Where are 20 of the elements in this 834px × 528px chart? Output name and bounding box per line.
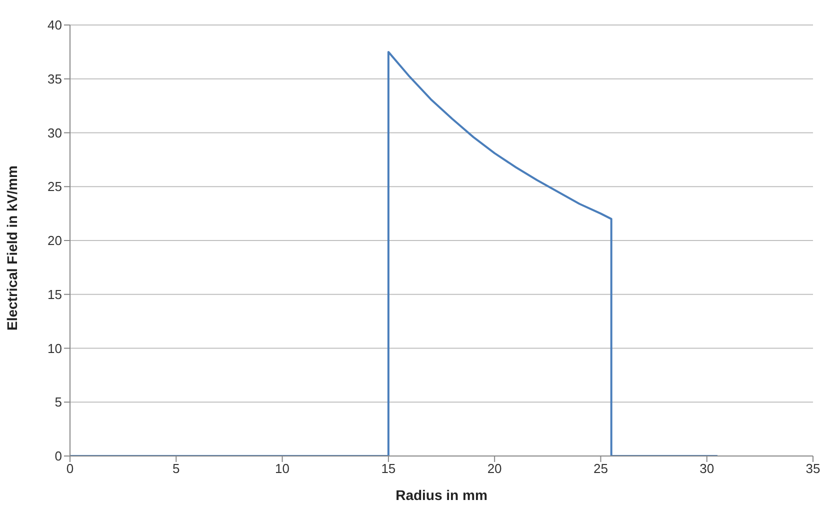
- x-tick-label: 20: [487, 461, 502, 476]
- y-tick-label: 0: [54, 448, 62, 464]
- x-tick-label: 0: [66, 461, 74, 476]
- x-tick-label: 35: [806, 461, 820, 476]
- y-tick-label: 5: [54, 394, 62, 410]
- x-tick-label: 10: [275, 461, 290, 476]
- y-axis-title: Electrical Field in kV/mm: [4, 166, 20, 330]
- y-tick-label: 25: [48, 179, 62, 194]
- y-tick-label: 30: [48, 125, 62, 140]
- y-tick-label: 10: [48, 340, 62, 356]
- x-tick-label: 25: [593, 461, 608, 476]
- line-series: [70, 50, 718, 456]
- x-tick-label: 5: [172, 461, 180, 476]
- y-tick-label: 20: [48, 233, 62, 248]
- x-tick-label: 30: [700, 461, 714, 476]
- y-tick-label: 15: [48, 286, 62, 302]
- y-tick-label: 40: [48, 18, 62, 33]
- y-tick-label: 35: [48, 71, 62, 86]
- x-axis-title: Radius in mm: [396, 487, 488, 503]
- x-tick-label: 15: [381, 461, 396, 476]
